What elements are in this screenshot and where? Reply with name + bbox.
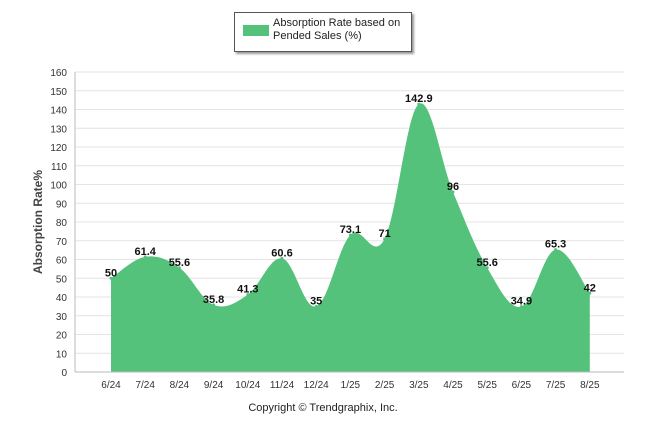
x-tick-label: 9/24 (204, 380, 224, 391)
data-label: 35 (310, 295, 322, 307)
y-tick-label: 60 (56, 256, 68, 267)
y-tick-label: 30 (56, 312, 68, 323)
legend-swatch (243, 25, 269, 36)
y-tick-label: 50 (56, 274, 68, 285)
data-point (348, 233, 352, 237)
data-label: 50 (105, 267, 117, 279)
data-label: 73.1 (340, 224, 361, 236)
data-label: 42 (584, 282, 596, 294)
data-point (212, 303, 216, 307)
y-tick-label: 0 (61, 368, 67, 379)
data-point (417, 102, 421, 106)
data-label: 55.6 (169, 257, 190, 269)
y-tick-label: 70 (56, 237, 68, 248)
legend: Absorption Rate based on Pended Sales (%… (234, 12, 412, 52)
x-tick-label: 6/25 (512, 380, 532, 391)
y-tick-label: 20 (56, 331, 68, 342)
data-point (246, 293, 250, 297)
x-tick-label: 12/24 (304, 380, 329, 391)
area-series (111, 103, 590, 372)
data-point (314, 304, 318, 308)
x-tick-label: 11/24 (270, 380, 295, 391)
data-point (177, 266, 181, 270)
x-tick-label: 6/24 (101, 380, 121, 391)
y-tick-label: 120 (50, 143, 67, 154)
data-point (280, 256, 284, 260)
x-tick-label: 7/25 (546, 380, 566, 391)
data-point (519, 305, 523, 309)
y-tick-label: 160 (50, 68, 67, 79)
x-tick-label: 1/25 (341, 380, 361, 391)
y-tick-label: 150 (50, 87, 67, 98)
y-tick-label: 80 (56, 218, 68, 229)
x-tick-label: 2/25 (375, 380, 395, 391)
copyright-text: Copyright © Trendgraphix, Inc. (248, 402, 398, 414)
y-axis-title: Absorption Rate% (31, 170, 45, 274)
x-tick-label: 10/24 (235, 380, 260, 391)
x-tick-label: 4/25 (443, 380, 463, 391)
x-tick-label: 3/25 (409, 380, 429, 391)
data-point (485, 266, 489, 270)
data-point (554, 248, 558, 252)
x-tick-label: 8/25 (580, 380, 600, 391)
data-label: 55.6 (476, 257, 497, 269)
x-tick-label: 8/24 (170, 380, 190, 391)
data-label: 61.4 (134, 246, 156, 258)
data-label: 41.3 (237, 284, 258, 296)
data-label: 35.8 (203, 294, 224, 306)
x-tick-label: 7/24 (135, 380, 155, 391)
data-point (143, 255, 147, 259)
data-point (383, 237, 387, 241)
data-label: 96 (447, 181, 459, 193)
data-label: 142.9 (405, 93, 433, 105)
y-tick-label: 90 (56, 199, 68, 210)
y-tick-label: 140 (50, 106, 67, 117)
data-point (451, 190, 455, 194)
legend-label: Absorption Rate based on Pended Sales (%… (273, 17, 401, 42)
data-label: 65.3 (545, 239, 566, 251)
data-label: 71 (378, 228, 390, 240)
x-tick-label: 5/25 (477, 380, 497, 391)
y-tick-label: 110 (51, 162, 67, 173)
y-tick-label: 130 (50, 124, 67, 135)
y-tick-label: 10 (56, 349, 68, 360)
y-tick-label: 40 (56, 293, 68, 304)
data-point (109, 276, 113, 280)
data-label: 34.9 (511, 296, 532, 308)
data-label: 60.6 (271, 247, 292, 259)
y-tick-label: 100 (50, 181, 67, 192)
data-point (588, 291, 592, 295)
